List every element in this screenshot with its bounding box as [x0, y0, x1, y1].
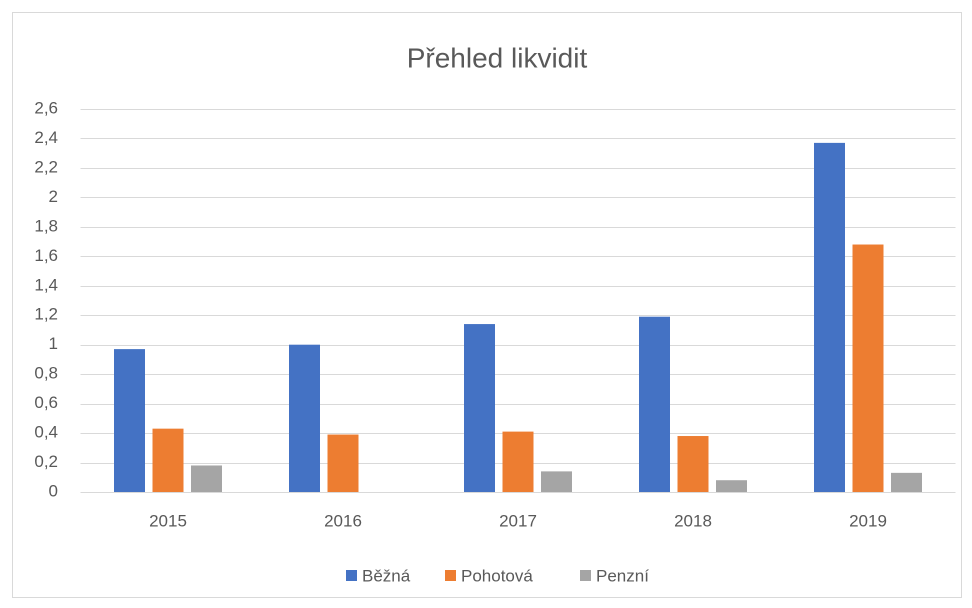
chart-title: Přehled likvidit — [407, 42, 588, 73]
bar — [289, 344, 320, 492]
legend-label: Penzní — [596, 566, 649, 585]
x-tick-label: 2019 — [849, 511, 887, 530]
bar — [541, 471, 572, 492]
y-tick-label: 0,2 — [34, 452, 58, 471]
y-tick-label: 1,6 — [34, 246, 58, 265]
bar — [852, 244, 884, 492]
legend-swatch — [346, 570, 357, 581]
y-tick-label: 2 — [49, 187, 58, 206]
y-tick-label: 1,8 — [34, 216, 58, 235]
x-tick-label: 2018 — [674, 511, 712, 530]
bar — [677, 436, 709, 492]
y-tick-label: 2,6 — [34, 98, 58, 117]
x-tick-label: 2017 — [499, 511, 537, 530]
bar — [152, 428, 184, 492]
y-tick-label: 2,4 — [34, 128, 58, 147]
legend-swatch — [445, 570, 456, 581]
bar — [891, 472, 922, 492]
y-tick-label: 1,2 — [34, 305, 58, 324]
legend-label: Pohotová — [461, 566, 533, 585]
bar — [464, 324, 495, 492]
bar — [502, 431, 534, 492]
legend-swatch — [580, 570, 591, 581]
y-tick-label: 0,4 — [34, 423, 58, 442]
bar — [639, 316, 670, 492]
y-tick-label: 2,2 — [34, 157, 58, 176]
bar — [114, 349, 145, 492]
y-tick-label: 0,6 — [34, 393, 58, 412]
y-tick-label: 0 — [49, 481, 58, 500]
legend-label: Běžná — [362, 566, 411, 585]
x-tick-label: 2015 — [149, 511, 187, 530]
bar — [327, 434, 359, 492]
bar — [814, 142, 845, 492]
y-tick-label: 0,8 — [34, 364, 58, 383]
y-tick-label: 1 — [49, 334, 58, 353]
bar — [191, 465, 222, 492]
x-tick-label: 2016 — [324, 511, 362, 530]
y-tick-label: 1,4 — [34, 275, 58, 294]
bar — [716, 480, 747, 492]
